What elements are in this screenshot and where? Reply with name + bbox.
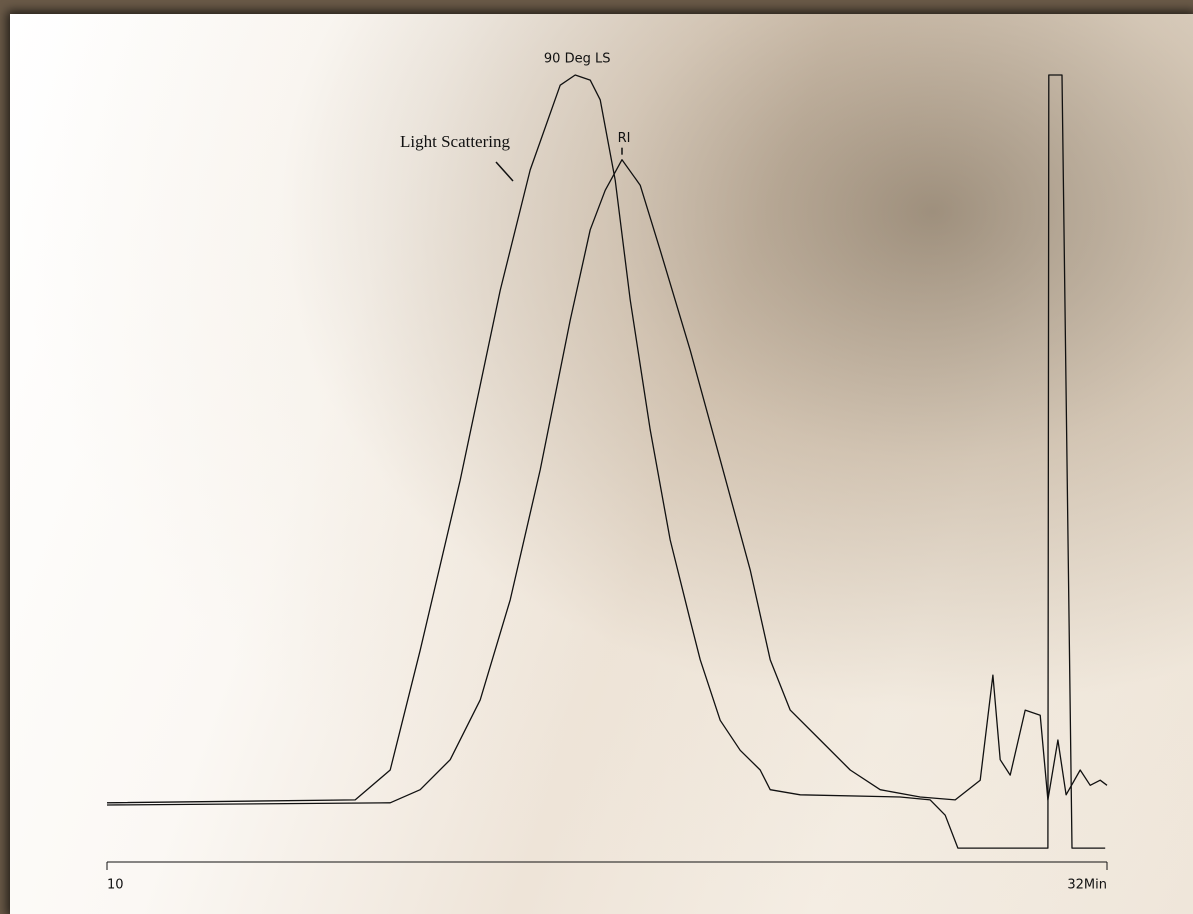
x-tick-label: 32Min <box>1067 878 1107 893</box>
series-line <box>106 74 1106 849</box>
series-label: RI <box>618 131 631 146</box>
annotation: Light Scattering <box>400 132 511 151</box>
annotation-pointer <box>495 161 514 182</box>
x-tick-label: 10 <box>107 878 124 893</box>
background-panel <box>10 14 1193 914</box>
series-label: 90 Deg LS <box>544 52 611 67</box>
series-line <box>106 159 1108 806</box>
